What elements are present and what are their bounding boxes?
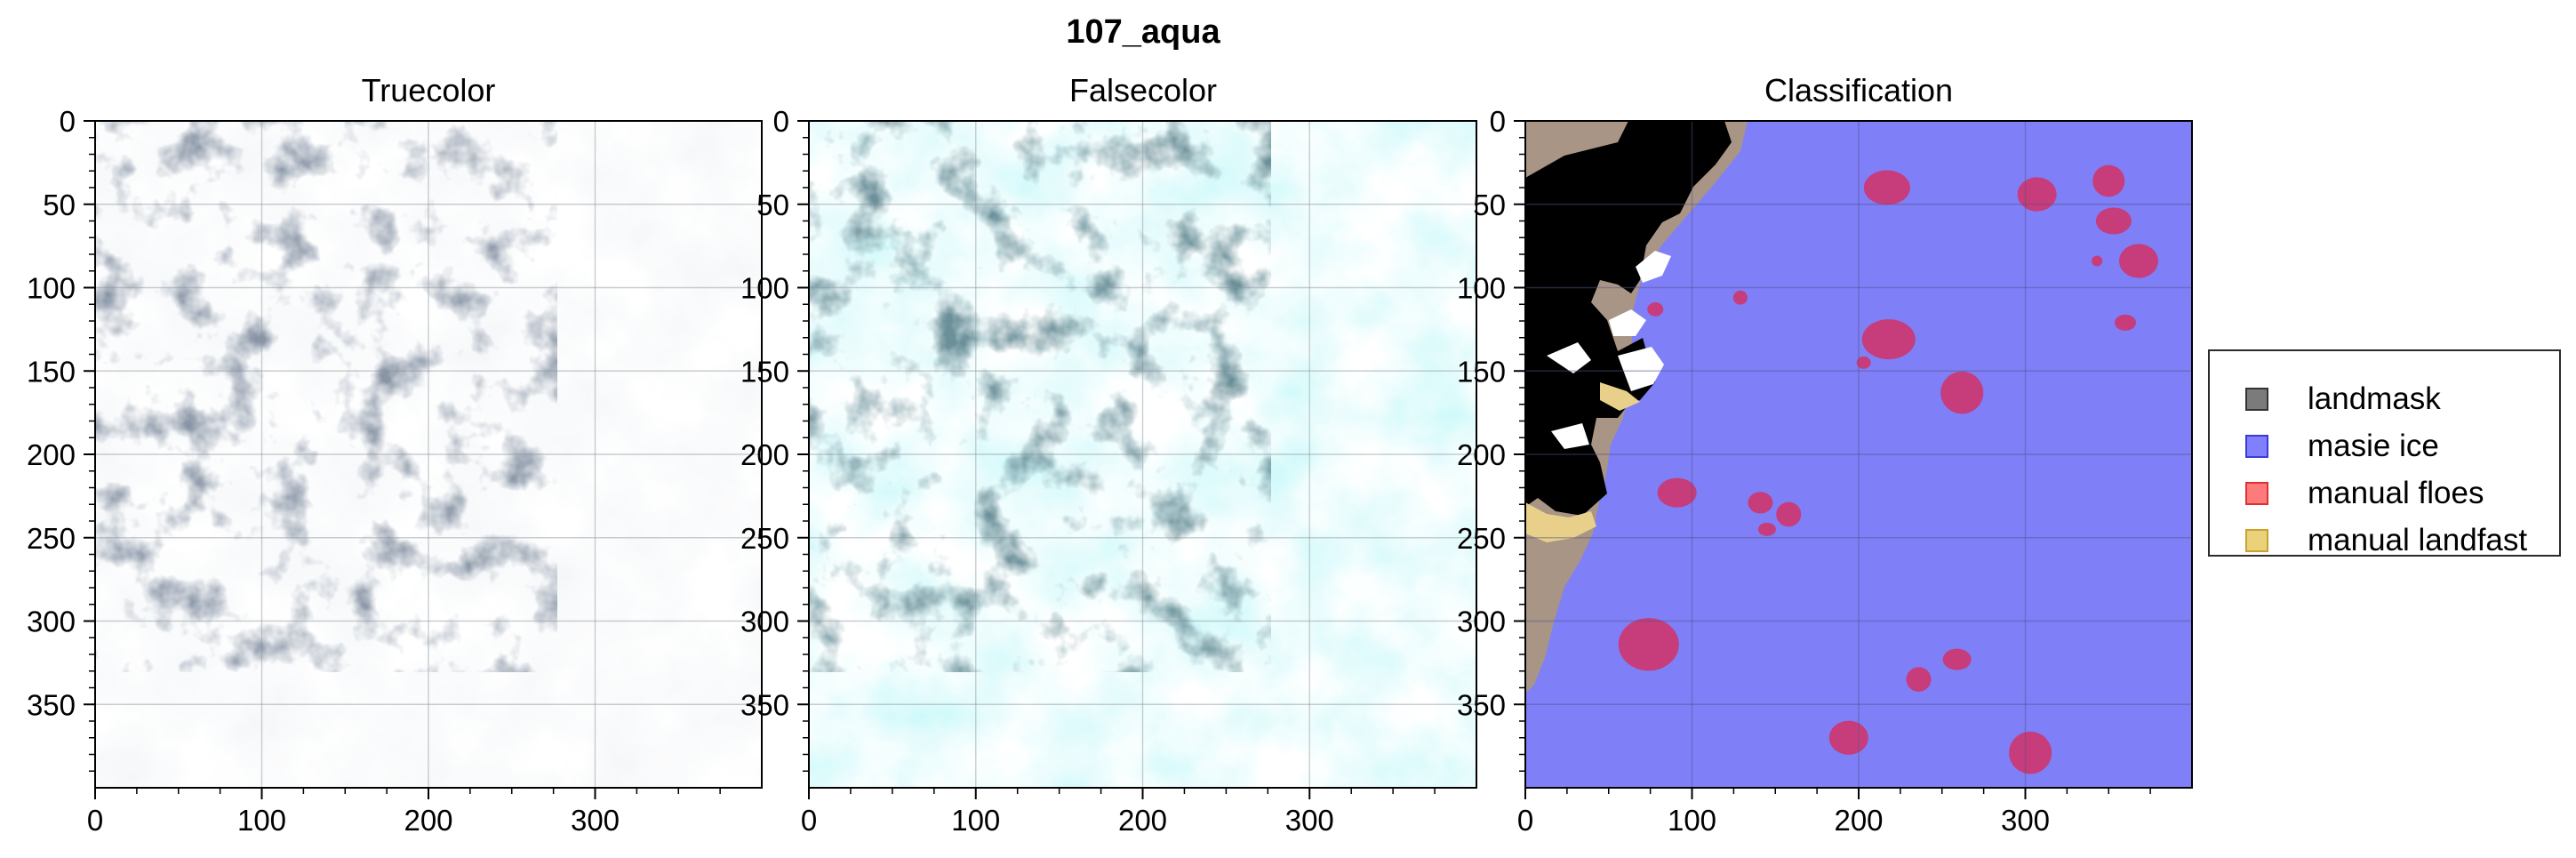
ytick-label-falsecolor-1: 50: [756, 188, 789, 221]
panel-title-truecolor: Truecolor: [362, 72, 496, 108]
ytick-label-truecolor-5: 250: [27, 522, 76, 555]
floe-19: [1828, 720, 1868, 755]
xtick-label-falsecolor-0: 0: [801, 804, 817, 837]
legend-item-masie-ice: masie ice: [2245, 429, 2439, 464]
ytick-label-truecolor-3: 150: [27, 355, 76, 388]
floe-6: [2115, 314, 2136, 331]
floe-13: [1748, 492, 1773, 514]
falsecolor-image: [809, 121, 1476, 788]
ytick-label-truecolor-4: 200: [27, 438, 76, 471]
ytick-label-truecolor-2: 100: [27, 272, 76, 305]
floe-7: [1647, 302, 1664, 317]
floe-15: [1757, 522, 1776, 536]
xtick-label-classification-3: 300: [2001, 804, 2050, 837]
legend-label-manual-landfast: manual landfast: [2308, 523, 2528, 557]
landfast-region: [1525, 382, 1640, 542]
floe-16: [1618, 618, 1679, 671]
grid-truecolor: [95, 121, 762, 788]
xtick-label-truecolor-3: 300: [571, 804, 620, 837]
panel-title-classification: Classification: [1764, 72, 1953, 108]
floe-17: [1906, 667, 1932, 692]
xtick-label-truecolor-0: 0: [87, 804, 103, 837]
legend-swatch-masie-ice: [2245, 435, 2268, 458]
landmask-dark-region: [1525, 121, 1732, 516]
ytick-label-truecolor-7: 350: [27, 688, 76, 721]
xtick-label-truecolor-1: 100: [237, 804, 286, 837]
floe-0: [1863, 170, 1910, 205]
classification-image: [1525, 121, 2192, 788]
panel-truecolor: Truecolor: [94, 72, 763, 789]
floe-11: [1940, 371, 1984, 414]
legend-label-manual-floes: manual floes: [2308, 476, 2484, 510]
legend-label-masie-ice: masie ice: [2308, 429, 2439, 463]
legend-item-manual-landfast: manual landfast: [2245, 523, 2527, 558]
grid-falsecolor: [809, 121, 1476, 788]
floe-14: [1776, 501, 1802, 527]
grid-classification: [1525, 121, 2192, 788]
ytick-label-classification-7: 350: [1457, 688, 1506, 721]
xtick-label-falsecolor-2: 200: [1118, 804, 1167, 837]
ytick-label-classification-0: 0: [1490, 105, 1506, 138]
legend-swatch-manual-landfast: [2245, 529, 2268, 552]
panel-title-falsecolor: Falsecolor: [1069, 72, 1217, 108]
ytick-label-classification-1: 50: [1473, 188, 1506, 221]
legend: landmask masie ice manual floes manual l…: [2208, 349, 2561, 557]
floe-4: [2119, 244, 2158, 278]
legend-swatch-landmask: [2245, 388, 2268, 411]
ytick-label-falsecolor-2: 100: [740, 272, 789, 305]
ytick-label-falsecolor-4: 200: [740, 438, 789, 471]
floe-8: [1732, 290, 1748, 305]
xtick-label-classification-1: 100: [1668, 804, 1716, 837]
white-gaps: [1547, 251, 1671, 449]
legend-label-landmask: landmask: [2308, 381, 2441, 416]
ytick-label-classification-4: 200: [1457, 438, 1506, 471]
floe-1: [2017, 177, 2057, 212]
ytick-label-truecolor-1: 50: [43, 188, 76, 221]
xtick-label-falsecolor-3: 300: [1285, 804, 1334, 837]
xtick-label-falsecolor-1: 100: [951, 804, 1000, 837]
xtick-label-classification-0: 0: [1517, 804, 1533, 837]
floe-20: [2009, 731, 2052, 774]
legend-item-landmask: landmask: [2245, 381, 2441, 417]
figure-title: 107_aqua: [1066, 13, 1220, 51]
axis-ticks: 0 100 200 300 0 50 100 150 200 250 300 350 0 100 200 30…: [27, 105, 2151, 837]
ytick-label-falsecolor-0: 0: [773, 105, 789, 138]
floe-5: [2092, 255, 2103, 267]
floe-3: [2095, 207, 2132, 235]
panel-classification: Classification: [1524, 72, 2193, 789]
floe-18: [1942, 648, 1972, 670]
xtick-label-classification-2: 200: [1834, 804, 1883, 837]
floe-2: [2092, 164, 2125, 197]
ytick-label-falsecolor-5: 250: [740, 522, 789, 555]
ytick-label-classification-6: 300: [1457, 605, 1506, 638]
panel-falsecolor: Falsecolor: [808, 72, 1477, 789]
xtick-label-truecolor-2: 200: [404, 804, 452, 837]
ytick-label-falsecolor-7: 350: [740, 688, 789, 721]
floe-10: [1856, 356, 1871, 369]
truecolor-image: [95, 121, 762, 788]
floes-layer: [1618, 164, 2158, 774]
ytick-label-classification-5: 250: [1457, 522, 1506, 555]
legend-item-manual-floes: manual floes: [2245, 476, 2484, 511]
ytick-label-falsecolor-3: 150: [740, 355, 789, 388]
ytick-label-falsecolor-6: 300: [740, 605, 789, 638]
ytick-label-classification-2: 100: [1457, 272, 1506, 305]
ytick-label-truecolor-0: 0: [60, 105, 76, 138]
ytick-label-classification-3: 150: [1457, 355, 1506, 388]
floe-12: [1657, 477, 1697, 508]
ytick-label-truecolor-6: 300: [27, 605, 76, 638]
legend-swatch-manual-floes: [2245, 482, 2268, 505]
floe-9: [1861, 319, 1916, 360]
